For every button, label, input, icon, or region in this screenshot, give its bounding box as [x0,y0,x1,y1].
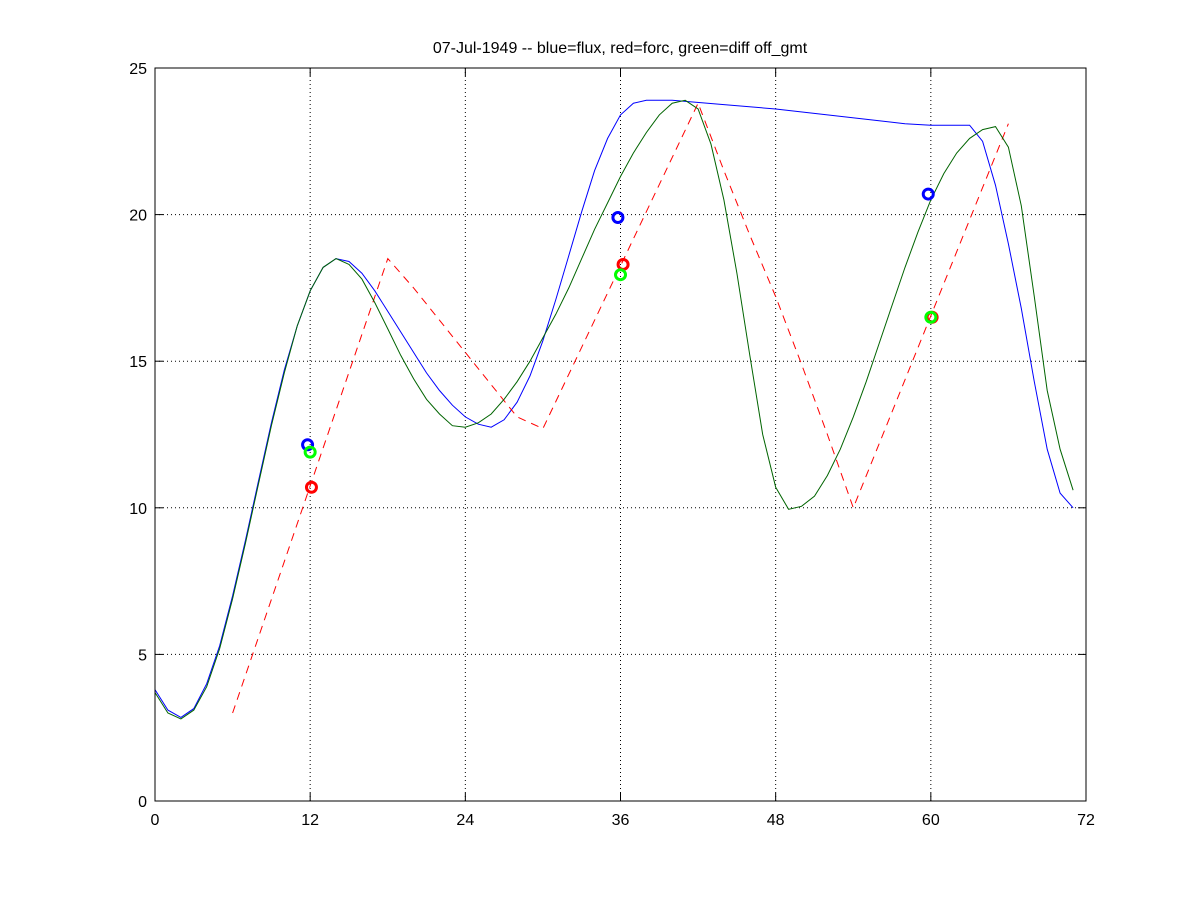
x-tick-label: 48 [767,812,785,829]
x-tick-label: 60 [922,812,940,829]
data-marker-4 [616,257,630,271]
y-tick-label: 5 [138,647,147,664]
x-tick-label: 72 [1077,812,1095,829]
data-marker-0 [301,438,315,452]
y-tick-label: 15 [129,354,147,371]
x-tick-label: 36 [612,812,630,829]
y-tick-label: 10 [129,501,147,518]
data-marker-8 [924,310,938,324]
data-marker-3 [611,211,625,225]
y-tick-label: 25 [129,61,147,78]
data-marker-1 [303,445,317,459]
x-tick-label: 0 [151,812,160,829]
data-marker-6 [921,187,935,201]
grid [155,68,1086,801]
x-tick-label: 24 [456,812,474,829]
plot-area-frame [154,67,1087,802]
x-tick-label: 12 [301,812,319,829]
series-line-2 [154,99,1074,720]
y-tick-label: 20 [129,208,147,225]
chart-title: 07-Jul-1949 -- blue=flux, red=forc, gree… [433,40,808,57]
series-line-0 [154,99,1074,718]
data-marker-2 [304,480,318,494]
series-lines [154,99,1074,720]
series-line-1 [232,101,1009,714]
data-marker-5 [614,268,627,282]
markers [301,187,939,494]
y-tick-label: 0 [138,794,147,811]
axes-ticks: 0 12 24 36 48 60 72 0 5 10 15 20 25 [129,61,1095,829]
